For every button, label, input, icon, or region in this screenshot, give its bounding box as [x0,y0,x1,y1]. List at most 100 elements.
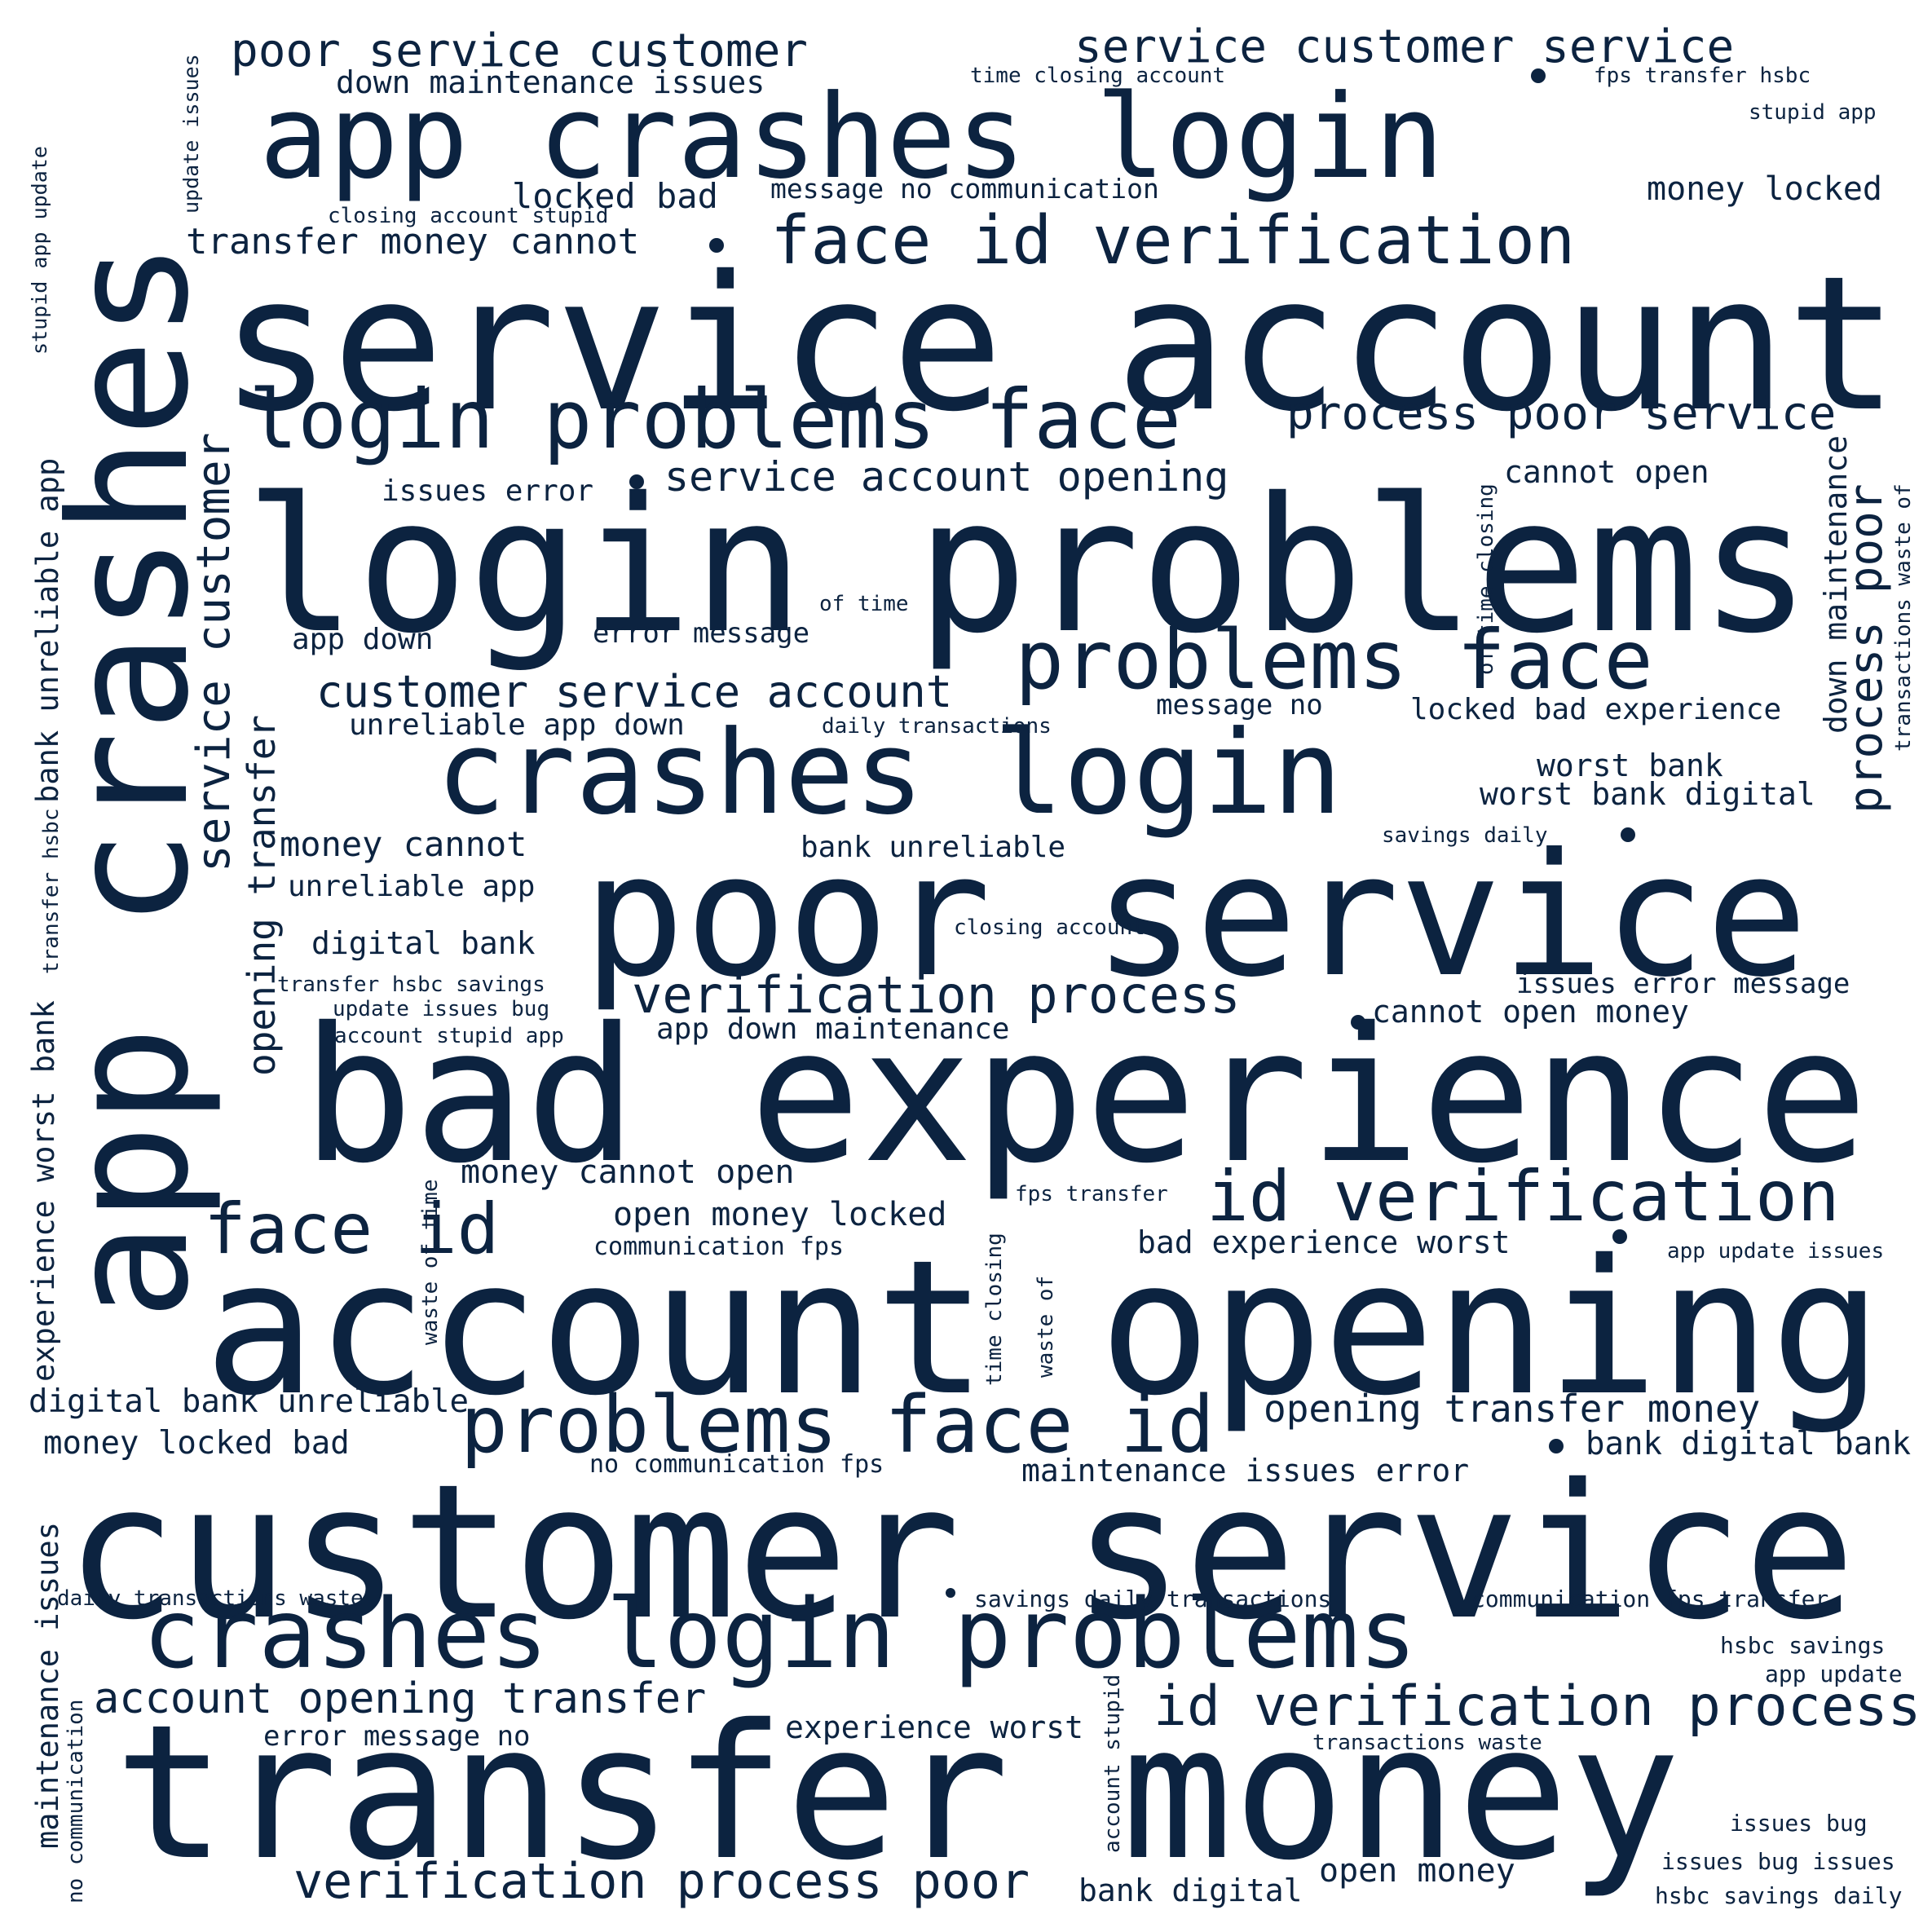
word-service-account: service account [220,236,1899,452]
word-no-communication: no communication [64,1699,88,1903]
word-face: face id [204,1189,500,1270]
word-fps-transfer-hsbc: fps transfer hsbc [1594,64,1811,88]
word-down-maintenance: down maintenance [1818,434,1854,734]
word-crashes-login: crashes login [436,706,1343,840]
dot-mark [1612,1229,1627,1244]
word-money-cannot: money cannot [280,824,527,864]
word-daily-transactions: daily transactions [822,714,1052,739]
word-unreliable-app: unreliable app [288,870,536,903]
word-error-message: error message [593,617,810,650]
dot-mark [629,474,644,489]
word-login-problems: login problems [245,457,1811,674]
word-app-update: app update [1765,1661,1903,1687]
word-maintenance-issues: maintenance issues [30,1522,65,1849]
word-of-time: of time [819,592,909,616]
word-account-stupid-app: account stupid app [334,1024,564,1048]
dot-mark [1621,827,1635,842]
word-stupid-app: stupid app [1749,100,1877,125]
dot-mark [709,238,724,253]
word-customer-service: customer service [65,1444,1856,1661]
dot-mark [1351,1015,1365,1030]
word-issues-error-message: issues error message [1516,968,1850,1000]
word-id-verification-process: id verification process [1153,1674,1921,1739]
word-app-down: app down [292,623,434,656]
word-experience-worst: experience worst [785,1709,1084,1745]
word-problems-face-id: problems face id [461,1379,1215,1471]
word-closing-account: closing account [954,915,1145,940]
word-poor-service-customer: poor service customer [231,24,809,77]
word-issues-error: issues error [382,474,594,508]
word-message-no-communication: message no communication [770,173,1159,205]
word-open-money: open money [1319,1852,1515,1890]
word-bank-digital: bank digital [1078,1872,1303,1908]
word-stupid-app-update: stupid app update [28,146,51,355]
word-verification-process-poor: verification process poor [293,1853,1030,1910]
word-transfer-hsbc: transfer hsbc [39,808,64,975]
word-bad-experience-worst: bad experience worst [1137,1224,1511,1260]
word-transfer-money-cannot: transfer money cannot [186,221,640,262]
word-login-problems-face: login problems face [249,372,1181,467]
word-issues-bug: issues bug [1730,1810,1868,1837]
word-fps-transfer: fps transfer [1015,1182,1168,1206]
word-app-crashes-login: app crashes login [259,70,1445,205]
word-verification-process: verification process [632,965,1241,1025]
word-unreliable-app-down: unreliable app down [349,708,685,742]
word-service-account-opening: service account opening [664,453,1229,501]
dot-mark [1549,1439,1564,1453]
word-crashes-login-problems: crashes login problems [143,1577,1417,1690]
word-error-message-no: error message no [263,1720,531,1753]
word-experience-worst-bank: experience worst bank [26,1000,61,1382]
word-app-down-maintenance: app down maintenance [656,1012,1010,1046]
word-service-customer: service customer [187,432,240,872]
word-account-stupid: account stupid [1101,1674,1125,1853]
word-digital-bank: digital bank [311,925,536,961]
word-maintenance-issues-error: maintenance issues error [1021,1453,1470,1489]
word-of-time-closing: of time closing [1474,483,1498,675]
word-locked-bad: locked bad [512,176,718,216]
word-daily-transactions-waste: daily transactions waste [57,1586,364,1611]
word-customer-service-account: customer service account [316,666,953,717]
word-cannot-open-money: cannot open money [1372,994,1689,1030]
word-account-opening-transfer: account opening transfer [94,1674,707,1723]
word-down-maintenance-issues: down maintenance issues [336,64,765,100]
word-communication-fps: communication fps [593,1233,845,1261]
word-savings-daily: savings daily [1382,823,1548,848]
word-opening-transfer: opening transfer [240,714,284,1076]
word-time-closing: time closing [982,1233,1007,1386]
word-transactions-waste: transactions waste [1312,1731,1542,1755]
word-problems-face: problems face [1015,612,1653,708]
word-waste-of-time: waste of time [418,1179,443,1346]
dot-mark [946,1588,955,1598]
word-service-customer-service: service customer service [1074,20,1735,73]
word-face-id-verification: face id verification [770,202,1576,280]
dot-mark [1531,68,1546,83]
word-transfer-hsbc-savings: transfer hsbc savings [277,973,545,997]
word-digital-bank-unreliable: digital bank unreliable [29,1383,470,1420]
word-app-update-issues: app update issues [1667,1239,1885,1264]
word-bank-unreliable-app: bank unreliable app [30,457,65,803]
word-account-opening: account opening [204,1220,1883,1436]
word-hsbc-savings-daily: hsbc savings daily [1655,1882,1903,1909]
word-money-cannot-open: money cannot open [461,1153,795,1191]
word-waste-of: waste of [1034,1275,1058,1378]
word-no-communication-fps: no communication fps [589,1450,884,1479]
word-savings-daily-transactions: savings daily transactions [974,1586,1332,1612]
word-money-locked-bad: money locked bad [43,1425,350,1462]
word-poor-service: poor service [583,818,1808,1015]
word-cannot-open: cannot open [1504,454,1709,490]
word-update-issues-bug: update issues bug [333,997,550,1021]
word-closing-account-stupid: closing account stupid [328,204,609,228]
word-locked-bad-experience: locked bad experience [1410,693,1782,726]
word-transactions-waste-of: transactions waste of [1891,483,1916,752]
word-issues-bug-issues: issues bug issues [1661,1848,1895,1875]
word-worst-bank: worst bank [1537,748,1723,783]
word-process-poor-service: process poor service [1286,387,1837,440]
word-money-locked: money locked [1647,170,1882,208]
word-update-issues: update issues [179,54,203,214]
word-bank-digital-bank: bank digital bank [1586,1426,1912,1462]
word-bank-unreliable: bank unreliable [801,831,1066,864]
word-hsbc-savings: hsbc savings [1720,1632,1886,1659]
word-message-no: message no [1156,689,1323,721]
word-worst-bank-digital: worst bank digital [1480,776,1815,812]
